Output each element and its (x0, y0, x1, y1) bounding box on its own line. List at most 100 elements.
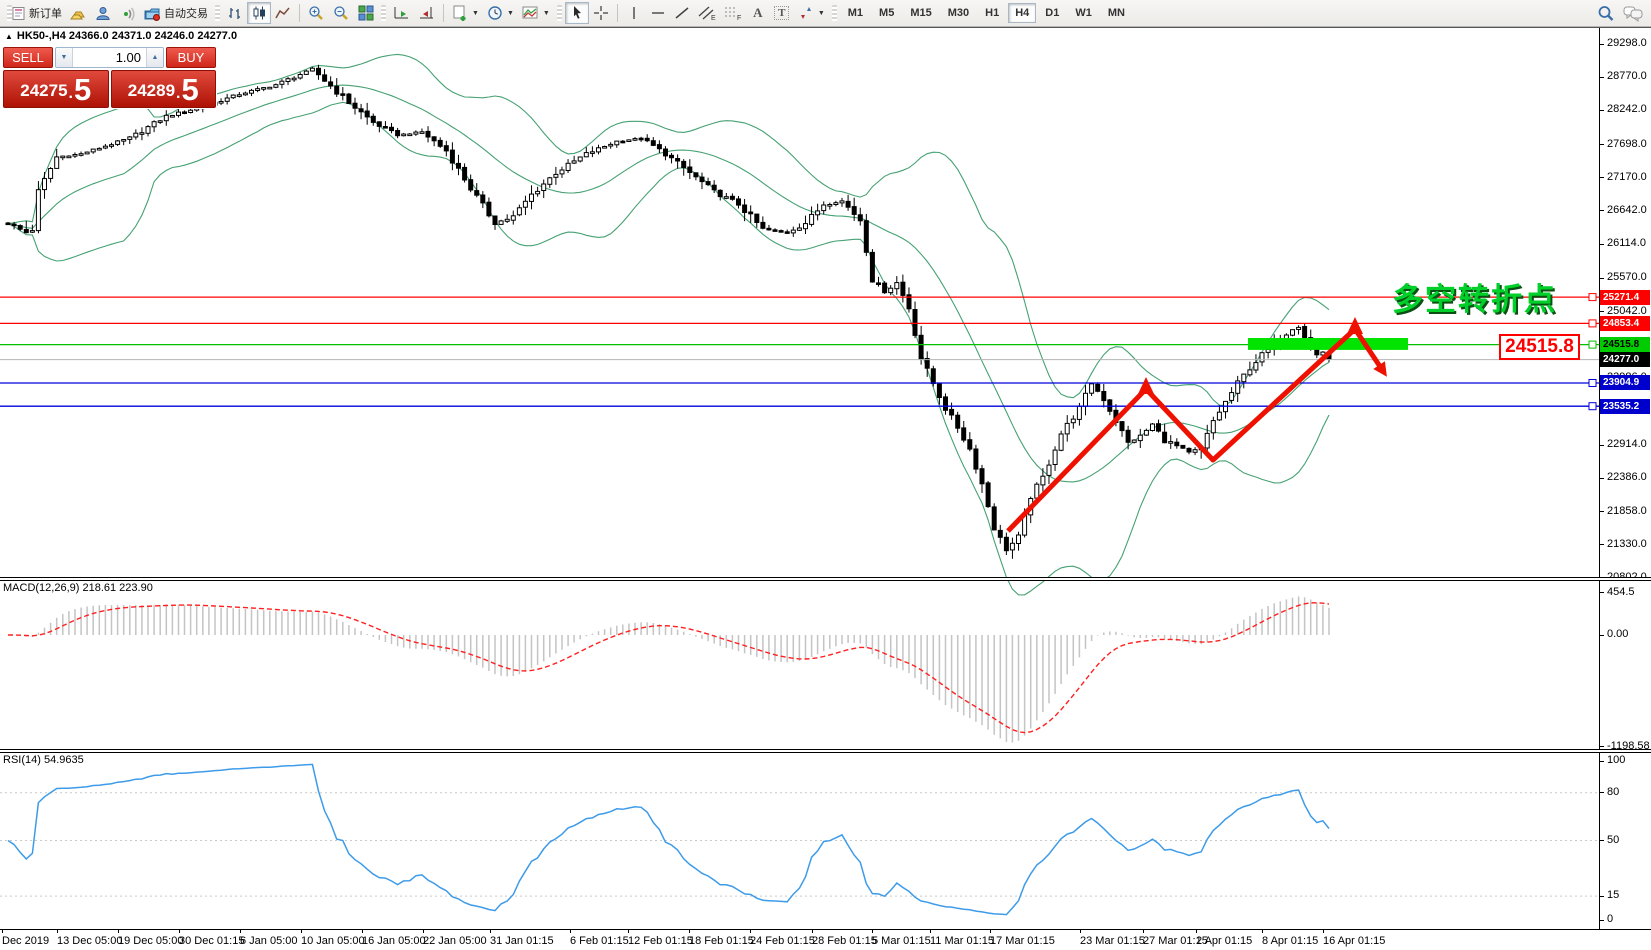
timeframe-button-m5[interactable]: M5 (872, 3, 901, 23)
macd-axis-tick-label: -1198.58 (1607, 739, 1650, 752)
timeframe-button-h4[interactable]: H4 (1008, 3, 1037, 23)
timeframe-button-w1[interactable]: W1 (1068, 3, 1099, 23)
time-axis-label: 8 Apr 01:15 (1262, 935, 1319, 947)
spinner-down-icon: ▼ (60, 54, 68, 61)
price-axis-tick (1599, 511, 1604, 513)
timeframe-button-h1[interactable]: H1 (978, 3, 1006, 23)
chart-window: ▲ HK50-,H4 24366.0 24371.0 24246.0 24277.… (0, 27, 1651, 950)
vertical-line-tool-button[interactable] (622, 2, 646, 24)
signals-button[interactable] (115, 2, 140, 24)
search-button[interactable] (1593, 2, 1619, 24)
cursor-button[interactable] (564, 2, 589, 24)
template-button[interactable]: ▼ (518, 2, 554, 24)
tile-windows-button[interactable] (354, 2, 378, 24)
price-axis-tick-label: 29298.0 (1607, 37, 1647, 49)
rsi-axis-tick (1599, 760, 1604, 762)
signal-icon (119, 6, 136, 21)
buy-button[interactable]: BUY (166, 47, 216, 68)
pane-separator-rsi[interactable] (0, 749, 1651, 753)
trendline-tool-button[interactable] (670, 2, 694, 24)
annotation-text[interactable]: 多空转折点 (1392, 282, 1557, 318)
sell-button[interactable]: SELL (3, 47, 53, 68)
one-click-trading-panel: SELL ▼ ▲ BUY 24275.5 24289.5 (2, 46, 217, 109)
accounts-button[interactable] (91, 2, 115, 24)
time-axis-label: 5 Mar 01:15 (872, 935, 931, 947)
search-icon (1597, 5, 1615, 22)
rsi-axis-tick-label: 100 (1607, 754, 1626, 766)
toolbar: 新订单 自动交易 (0, 0, 1651, 27)
toolbar-drag-handle[interactable] (7, 5, 12, 21)
time-axis-label: 16 Jan 05:00 (362, 935, 426, 947)
line-chart-button[interactable] (271, 2, 295, 24)
time-axis-label: 6 Jan 05:00 (240, 935, 298, 947)
volume-increase-button[interactable]: ▲ (146, 48, 163, 67)
time-axis-tick (1143, 929, 1144, 933)
new-order-button[interactable]: 新订单 (7, 2, 66, 24)
text-tool-button[interactable]: A (746, 2, 770, 24)
price-axis-tick-label: 21330.0 (1607, 537, 1647, 550)
label-tool-button[interactable]: T (770, 2, 794, 24)
time-axis-tick (118, 929, 119, 933)
toolbar-drag-handle[interactable] (556, 5, 562, 21)
chart-shift-button[interactable] (414, 2, 439, 24)
one-click-panel-toggle[interactable]: ▲ (5, 32, 13, 41)
time-axis-tick (490, 929, 491, 933)
rsi-axis-tick (1599, 840, 1604, 841)
time-axis-label: 28 Feb 01:15 (812, 935, 877, 947)
zoom-in-button[interactable] (304, 2, 329, 24)
time-axis-tick (812, 929, 813, 933)
pane-separator-macd[interactable] (0, 577, 1651, 581)
buy-price-button[interactable]: 24289. 5 (110, 70, 216, 108)
price-tag: 23535.2 (1600, 398, 1650, 414)
auto-scroll-button[interactable] (389, 2, 414, 24)
price-annotation-label[interactable]: 24515.8 (1499, 334, 1580, 360)
time-axis-tick (990, 929, 991, 933)
chart-title: ▲ HK50-,H4 24366.0 24371.0 24246.0 24277.… (5, 30, 237, 42)
volume-decrease-button[interactable]: ▼ (56, 48, 73, 67)
candlestick-chart-icon (251, 5, 267, 21)
fibonacci-tool-button[interactable]: F (720, 2, 746, 24)
toolbar-drag-handle[interactable] (831, 5, 837, 21)
arrows-tool-button[interactable]: ▼ (794, 2, 829, 24)
horizontal-line-tool-button[interactable] (646, 2, 670, 24)
volume-input[interactable] (73, 48, 146, 67)
rsi-axis-tick (1599, 792, 1604, 794)
autotrade-button[interactable]: 自动交易 (140, 2, 212, 24)
period-button[interactable]: ▼ (483, 2, 518, 24)
time-axis-label: 10 Jan 05:00 (301, 935, 365, 947)
channel-tool-button[interactable]: E (694, 2, 720, 24)
history-center-button[interactable] (66, 2, 91, 24)
bar-chart-button[interactable] (223, 2, 247, 24)
auto-scroll-icon (393, 5, 410, 21)
time-axis-label: 13 Dec 05:00 (57, 935, 123, 947)
chart-shift-icon (418, 5, 435, 21)
time-axis-label: 22 Jan 05:00 (423, 935, 487, 947)
crosshair-icon (593, 5, 609, 21)
time-axis-label: 11 Mar 01:15 (930, 935, 995, 947)
new-chart-button[interactable]: ▼ (448, 2, 483, 24)
toolbar-drag-handle[interactable] (215, 5, 220, 21)
volume-spinner: ▼ ▲ (55, 47, 164, 68)
price-tag: 23904.9 (1600, 375, 1650, 391)
dropdown-arrow-icon: ▼ (817, 9, 825, 17)
price-axis-tick-label: 26642.0 (1607, 203, 1647, 216)
price-tag: 25271.4 (1600, 289, 1650, 305)
price-axis-tick (1599, 277, 1604, 279)
zoom-out-button[interactable] (329, 2, 354, 24)
timeframe-button-d1[interactable]: D1 (1038, 3, 1066, 23)
price-axis-tick-label: 22386.0 (1607, 471, 1647, 484)
sell-price-main: 24275 (20, 81, 68, 100)
toolbar-drag-handle[interactable] (381, 5, 386, 21)
rsi-axis-tick-label: 80 (1607, 785, 1620, 798)
sell-price-button[interactable]: 24275. 5 (3, 70, 109, 108)
sell-price-decimal: 5 (73, 72, 92, 107)
crosshair-button[interactable] (589, 2, 613, 24)
timeframe-button-m15[interactable]: M15 (903, 3, 938, 23)
timeframe-button-m30[interactable]: M30 (941, 3, 976, 23)
timeframe-button-m1[interactable]: M1 (841, 3, 870, 23)
chart-canvas[interactable] (0, 28, 1651, 950)
chat-button[interactable] (1619, 2, 1647, 24)
candlestick-chart-button[interactable] (247, 2, 271, 24)
time-axis-label: 18 Feb 01:15 (689, 935, 754, 947)
timeframe-button-mn[interactable]: MN (1101, 3, 1132, 23)
